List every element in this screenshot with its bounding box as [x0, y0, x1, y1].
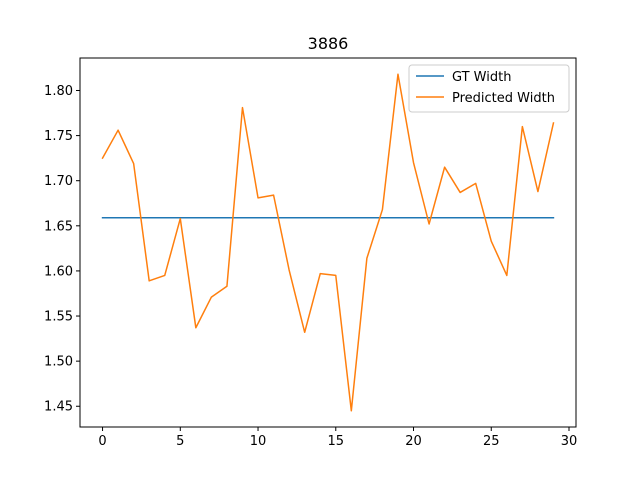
- axes-frame: [79, 57, 577, 428]
- x-tick-label: 25: [483, 434, 500, 449]
- y-tick-label: 1.75: [44, 129, 73, 144]
- plot-area: 0 5 10 15 20 25 30 1.45 1.50 1.55 1.60 1.65 1.70 1.75…: [44, 57, 578, 449]
- y-tick-label: 1.70: [44, 174, 73, 189]
- y-tick-label: 1.60: [44, 264, 73, 279]
- legend-box: [408, 64, 570, 113]
- legend-label-predicted-width: Predicted Width: [452, 91, 555, 106]
- y-tick-label: 1.45: [44, 400, 73, 415]
- y-tick-label: 1.55: [44, 310, 73, 325]
- x-tick-label: 20: [405, 434, 422, 449]
- y-tick-label: 1.50: [44, 355, 73, 370]
- x-tick-label: 10: [250, 434, 267, 449]
- x-tick-label: 0: [98, 434, 106, 449]
- y-tick-label: 1.80: [44, 84, 73, 99]
- series-line-predicted-width: [101, 73, 555, 412]
- y-tick-label: 1.65: [44, 219, 73, 234]
- x-tick-label: 15: [328, 434, 345, 449]
- x-tick-label: 5: [176, 434, 184, 449]
- chart-title: 3886: [308, 34, 349, 53]
- legend: GT Width Predicted Width: [408, 64, 570, 113]
- legend-label-gt-width: GT Width: [452, 70, 511, 85]
- x-tick-label: 30: [561, 434, 578, 449]
